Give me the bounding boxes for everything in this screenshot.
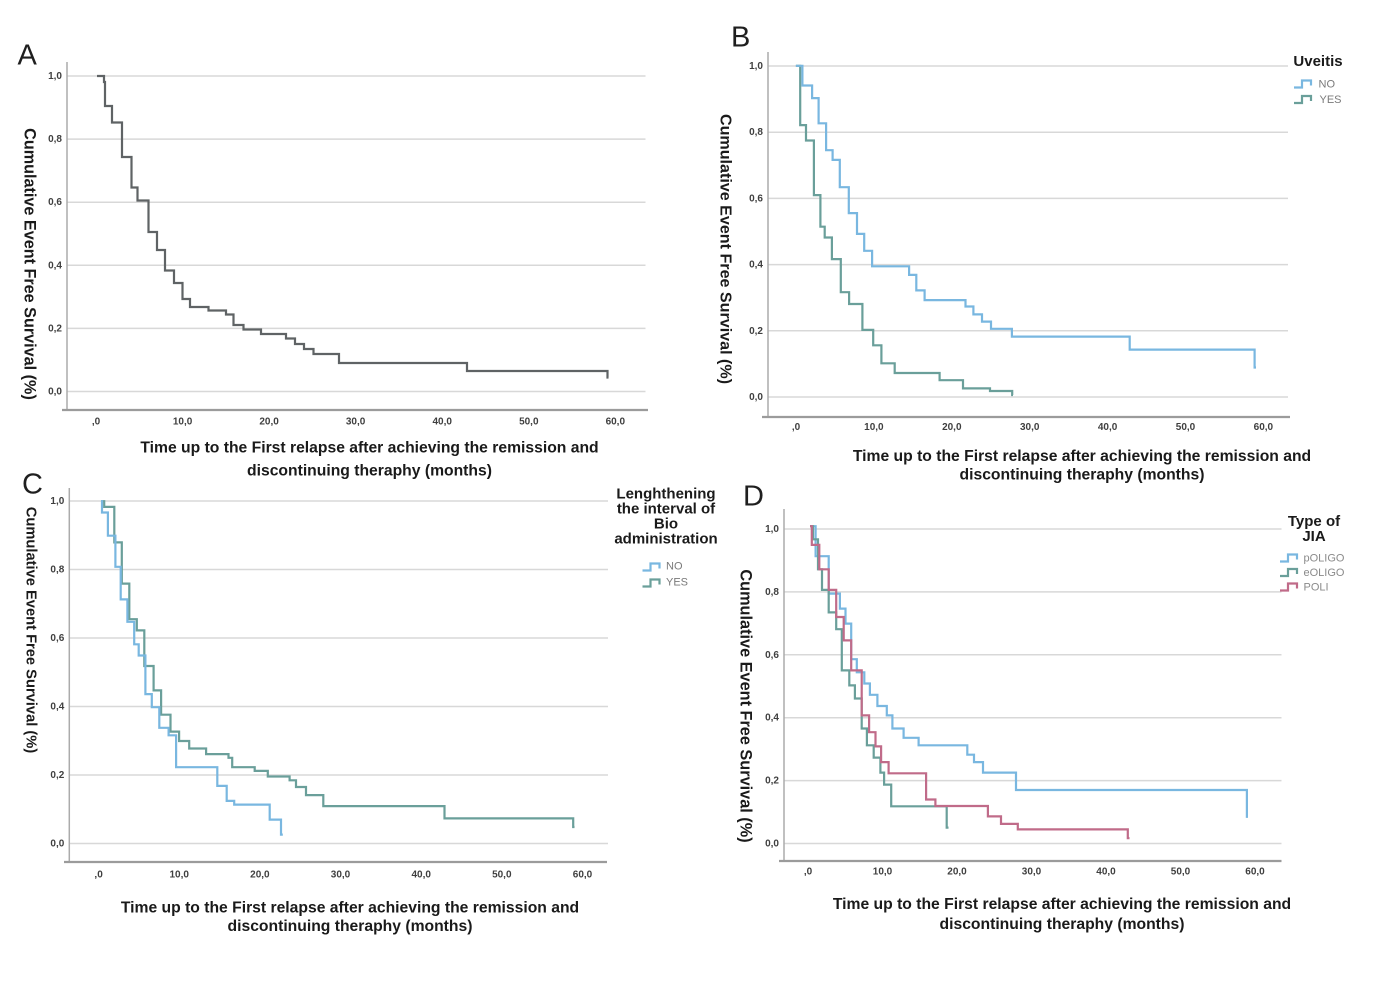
svg-text:40,0: 40,0	[1096, 867, 1116, 878]
svg-text:50,0: 50,0	[519, 417, 539, 428]
svg-text:0,4: 0,4	[765, 713, 779, 724]
svg-text:Cumulative Event Free Survival: Cumulative Event Free Survival (%)	[22, 507, 38, 754]
svg-text:0,0: 0,0	[50, 839, 64, 850]
svg-text:the interval of: the interval of	[617, 501, 716, 518]
svg-text:40,0: 40,0	[432, 417, 452, 428]
svg-text:0,0: 0,0	[765, 839, 779, 850]
svg-text:30,0: 30,0	[1020, 422, 1040, 433]
svg-text:administration: administration	[614, 531, 717, 548]
svg-text:0,8: 0,8	[765, 587, 779, 598]
svg-text:eOLIGO: eOLIGO	[1304, 567, 1345, 579]
svg-text:,0: ,0	[792, 422, 801, 433]
svg-text:30,0: 30,0	[346, 417, 366, 428]
svg-text:0,4: 0,4	[749, 260, 763, 271]
svg-text:50,0: 50,0	[1176, 422, 1196, 433]
svg-text:10,0: 10,0	[173, 417, 193, 428]
svg-text:40,0: 40,0	[1098, 422, 1118, 433]
svg-text:Time up to the First relapse a: Time up to the First relapse after achie…	[140, 440, 598, 457]
svg-text:D: D	[743, 481, 764, 513]
svg-text:1,0: 1,0	[48, 71, 62, 82]
svg-text:30,0: 30,0	[1022, 867, 1042, 878]
svg-text:0,6: 0,6	[50, 633, 64, 644]
svg-text:YES: YES	[1320, 94, 1342, 106]
svg-text:1,0: 1,0	[749, 61, 763, 72]
svg-text:0,8: 0,8	[48, 134, 62, 145]
svg-text:Cumulative Event Free Survival: Cumulative Event Free Survival (%)	[717, 114, 735, 384]
svg-text:0,2: 0,2	[50, 770, 64, 781]
svg-text:Time up to the First relapse a: Time up to the First relapse after achie…	[121, 900, 579, 917]
svg-text:POLI: POLI	[1304, 582, 1329, 594]
svg-text:0,4: 0,4	[50, 702, 64, 713]
svg-text:20,0: 20,0	[250, 870, 270, 881]
svg-text:Time up to the First relapse a: Time up to the First relapse after achie…	[833, 896, 1291, 913]
svg-text:50,0: 50,0	[492, 870, 512, 881]
svg-text:0,8: 0,8	[50, 565, 64, 576]
svg-text:1,0: 1,0	[50, 496, 64, 507]
svg-text:JIA: JIA	[1302, 528, 1326, 545]
svg-text:20,0: 20,0	[942, 422, 962, 433]
svg-text:A: A	[18, 40, 38, 72]
svg-text:0,6: 0,6	[765, 650, 779, 661]
svg-text:0,2: 0,2	[749, 326, 763, 337]
svg-text:1,0: 1,0	[765, 524, 779, 535]
svg-text:0,6: 0,6	[48, 197, 62, 208]
svg-text:Cumulative Event Free Survival: Cumulative Event Free Survival (%)	[737, 569, 755, 842]
svg-text:discontinuing theraphy (months: discontinuing theraphy (months)	[940, 916, 1185, 933]
svg-text:pOLIGO: pOLIGO	[1304, 553, 1345, 565]
svg-text:Bio: Bio	[654, 516, 678, 533]
svg-text:10,0: 10,0	[864, 422, 884, 433]
svg-text:,0: ,0	[92, 417, 101, 428]
svg-text:0,2: 0,2	[48, 323, 62, 334]
svg-text:Type of: Type of	[1288, 513, 1341, 530]
svg-text:B: B	[731, 22, 750, 54]
svg-text:60,0: 60,0	[1245, 867, 1265, 878]
svg-text:discontinuing theraphy (months: discontinuing theraphy (months)	[247, 463, 492, 480]
svg-text:NO: NO	[666, 561, 683, 573]
svg-text:0,2: 0,2	[765, 776, 779, 787]
svg-text:0,4: 0,4	[48, 260, 62, 271]
svg-text:0,0: 0,0	[749, 392, 763, 403]
svg-text:Cumulative Event Free Survival: Cumulative Event Free Survival (%)	[21, 128, 39, 400]
svg-text:0,6: 0,6	[749, 193, 763, 204]
svg-text:,0: ,0	[94, 870, 103, 881]
svg-text:0,8: 0,8	[749, 127, 763, 138]
svg-text:,0: ,0	[804, 867, 813, 878]
svg-text:Uveitis: Uveitis	[1293, 53, 1342, 70]
svg-text:20,0: 20,0	[947, 867, 967, 878]
svg-text:NO: NO	[1319, 79, 1336, 91]
svg-text:30,0: 30,0	[331, 870, 351, 881]
svg-text:YES: YES	[666, 577, 688, 589]
svg-text:50,0: 50,0	[1171, 867, 1191, 878]
svg-text:C: C	[22, 469, 43, 501]
svg-text:20,0: 20,0	[259, 417, 279, 428]
svg-text:40,0: 40,0	[411, 870, 431, 881]
svg-text:10,0: 10,0	[873, 867, 893, 878]
svg-text:60,0: 60,0	[573, 870, 593, 881]
svg-text:discontinuing theraphy (months: discontinuing theraphy (months)	[228, 918, 473, 935]
svg-text:Lenghthening: Lenghthening	[616, 486, 715, 503]
svg-text:Time up to the First relapse a: Time up to the First relapse after achie…	[853, 448, 1311, 465]
svg-text:60,0: 60,0	[606, 417, 626, 428]
svg-text:60,0: 60,0	[1254, 422, 1274, 433]
svg-text:10,0: 10,0	[169, 870, 189, 881]
svg-text:discontinuing theraphy (months: discontinuing theraphy (months)	[960, 466, 1205, 483]
svg-text:0,0: 0,0	[48, 387, 62, 398]
